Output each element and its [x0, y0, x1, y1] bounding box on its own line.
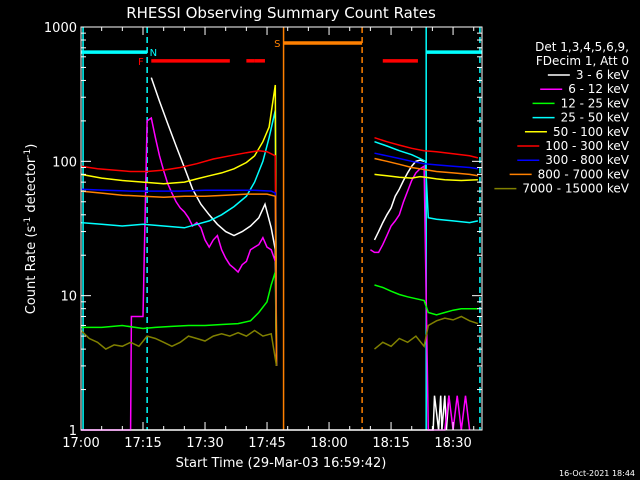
x-axis: 17:00 17:15 17:30 17:45 18:00 18:15 18:30 [62, 27, 475, 451]
flag-label: F [138, 57, 144, 68]
legend-label: 50 - 100 keV [553, 125, 630, 139]
series-line [374, 284, 478, 316]
legend-label: 6 - 12 keV [568, 82, 630, 96]
series-line [369, 164, 471, 431]
plot-frame [80, 26, 483, 431]
series-line [374, 173, 478, 182]
series-line [81, 395, 450, 431]
series-line [81, 116, 277, 431]
series-line [81, 271, 278, 366]
x-axis-label: Start Time (29-Mar-03 16:59:42) [176, 456, 387, 471]
legend-label: 3 - 6 keV [576, 68, 630, 82]
y-axis-label-mid: detector [24, 157, 39, 217]
y-axis: 1 10 100 1000 [44, 21, 482, 439]
chart-title: RHESSI Observing Summary Count Rates [126, 4, 436, 22]
y-axis-label: Count Rate (s-1 detector-1) [23, 144, 39, 315]
series-line [374, 152, 479, 170]
legend-header-line-1: Det 1,3,4,5,6,9, [535, 40, 629, 54]
series-line [374, 315, 479, 350]
y-tick-label: 1 [69, 424, 77, 439]
series-line [374, 140, 479, 224]
y-axis-label-sup2: -1 [23, 149, 33, 158]
series-line [80, 149, 278, 366]
series-line [373, 159, 425, 241]
series-line [80, 190, 278, 366]
series-line [80, 110, 278, 366]
legend-header-line-2: FDecim 1, Att 0 [536, 54, 629, 68]
y-axis-label-end: ) [24, 144, 39, 149]
legend-label: 25 - 50 keV [561, 111, 630, 125]
x-tick-label: 17:00 [62, 436, 99, 451]
series-line [374, 136, 479, 159]
y-axis-label-sup1: -1 [23, 217, 33, 226]
y-axis-label-main: Count Rate (s [24, 226, 39, 315]
plot-area: NF S [80, 27, 482, 431]
x-tick-label: 18:30 [434, 436, 471, 451]
x-tick-label: 17:15 [124, 436, 161, 451]
legend-label: 300 - 800 keV [545, 153, 629, 167]
x-tick-label: 17:30 [186, 436, 223, 451]
series-line [150, 77, 278, 366]
series-line [80, 84, 278, 366]
x-tick-label: 18:15 [372, 436, 409, 451]
y-tick-label: 10 [60, 290, 77, 305]
footer-timestamp: 16-Oct-2021 18:44 [559, 469, 635, 478]
x-tick-label: 17:45 [248, 436, 285, 451]
flag-label: S [274, 39, 280, 50]
legend-label: 100 - 300 keV [545, 139, 629, 153]
legend-label: 12 - 25 keV [561, 96, 630, 110]
series-line [80, 188, 278, 366]
y-tick-label: 1000 [44, 21, 77, 36]
series-line [374, 157, 479, 177]
legend-label: 7000 - 15000 keV [522, 182, 629, 196]
legend: Det 1,3,4,5,6,9, FDecim 1, Att 0 3 - 6 k… [494, 40, 630, 196]
legend-label: 800 - 7000 keV [538, 167, 630, 181]
flag-label: N [150, 48, 157, 59]
x-tick-label: 18:00 [310, 436, 347, 451]
series-line [80, 329, 278, 367]
y-tick-label: 100 [52, 155, 77, 170]
